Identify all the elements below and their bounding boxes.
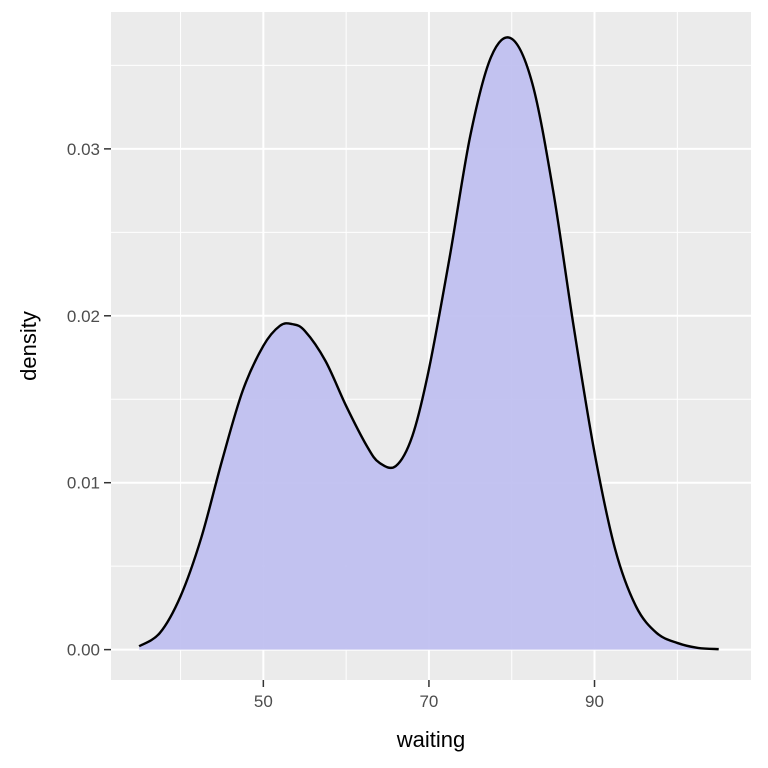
y-axis-title: density (16, 311, 41, 381)
density-area (139, 37, 719, 650)
y-tick-label: 0.02 (67, 307, 100, 326)
x-axis-title: waiting (396, 727, 465, 752)
y-tick-label: 0.00 (67, 641, 100, 660)
x-tick-label: 90 (585, 692, 604, 711)
density-line (138, 36, 719, 651)
y-tick-label: 0.01 (67, 474, 100, 493)
x-tick-label: 50 (254, 692, 273, 711)
y-tick-label: 0.03 (67, 140, 100, 159)
x-tick-label: 70 (419, 692, 438, 711)
y-axis: 0.00 0.01 0.02 0.03 (67, 140, 111, 660)
x-axis: 50 70 90 (254, 680, 604, 711)
